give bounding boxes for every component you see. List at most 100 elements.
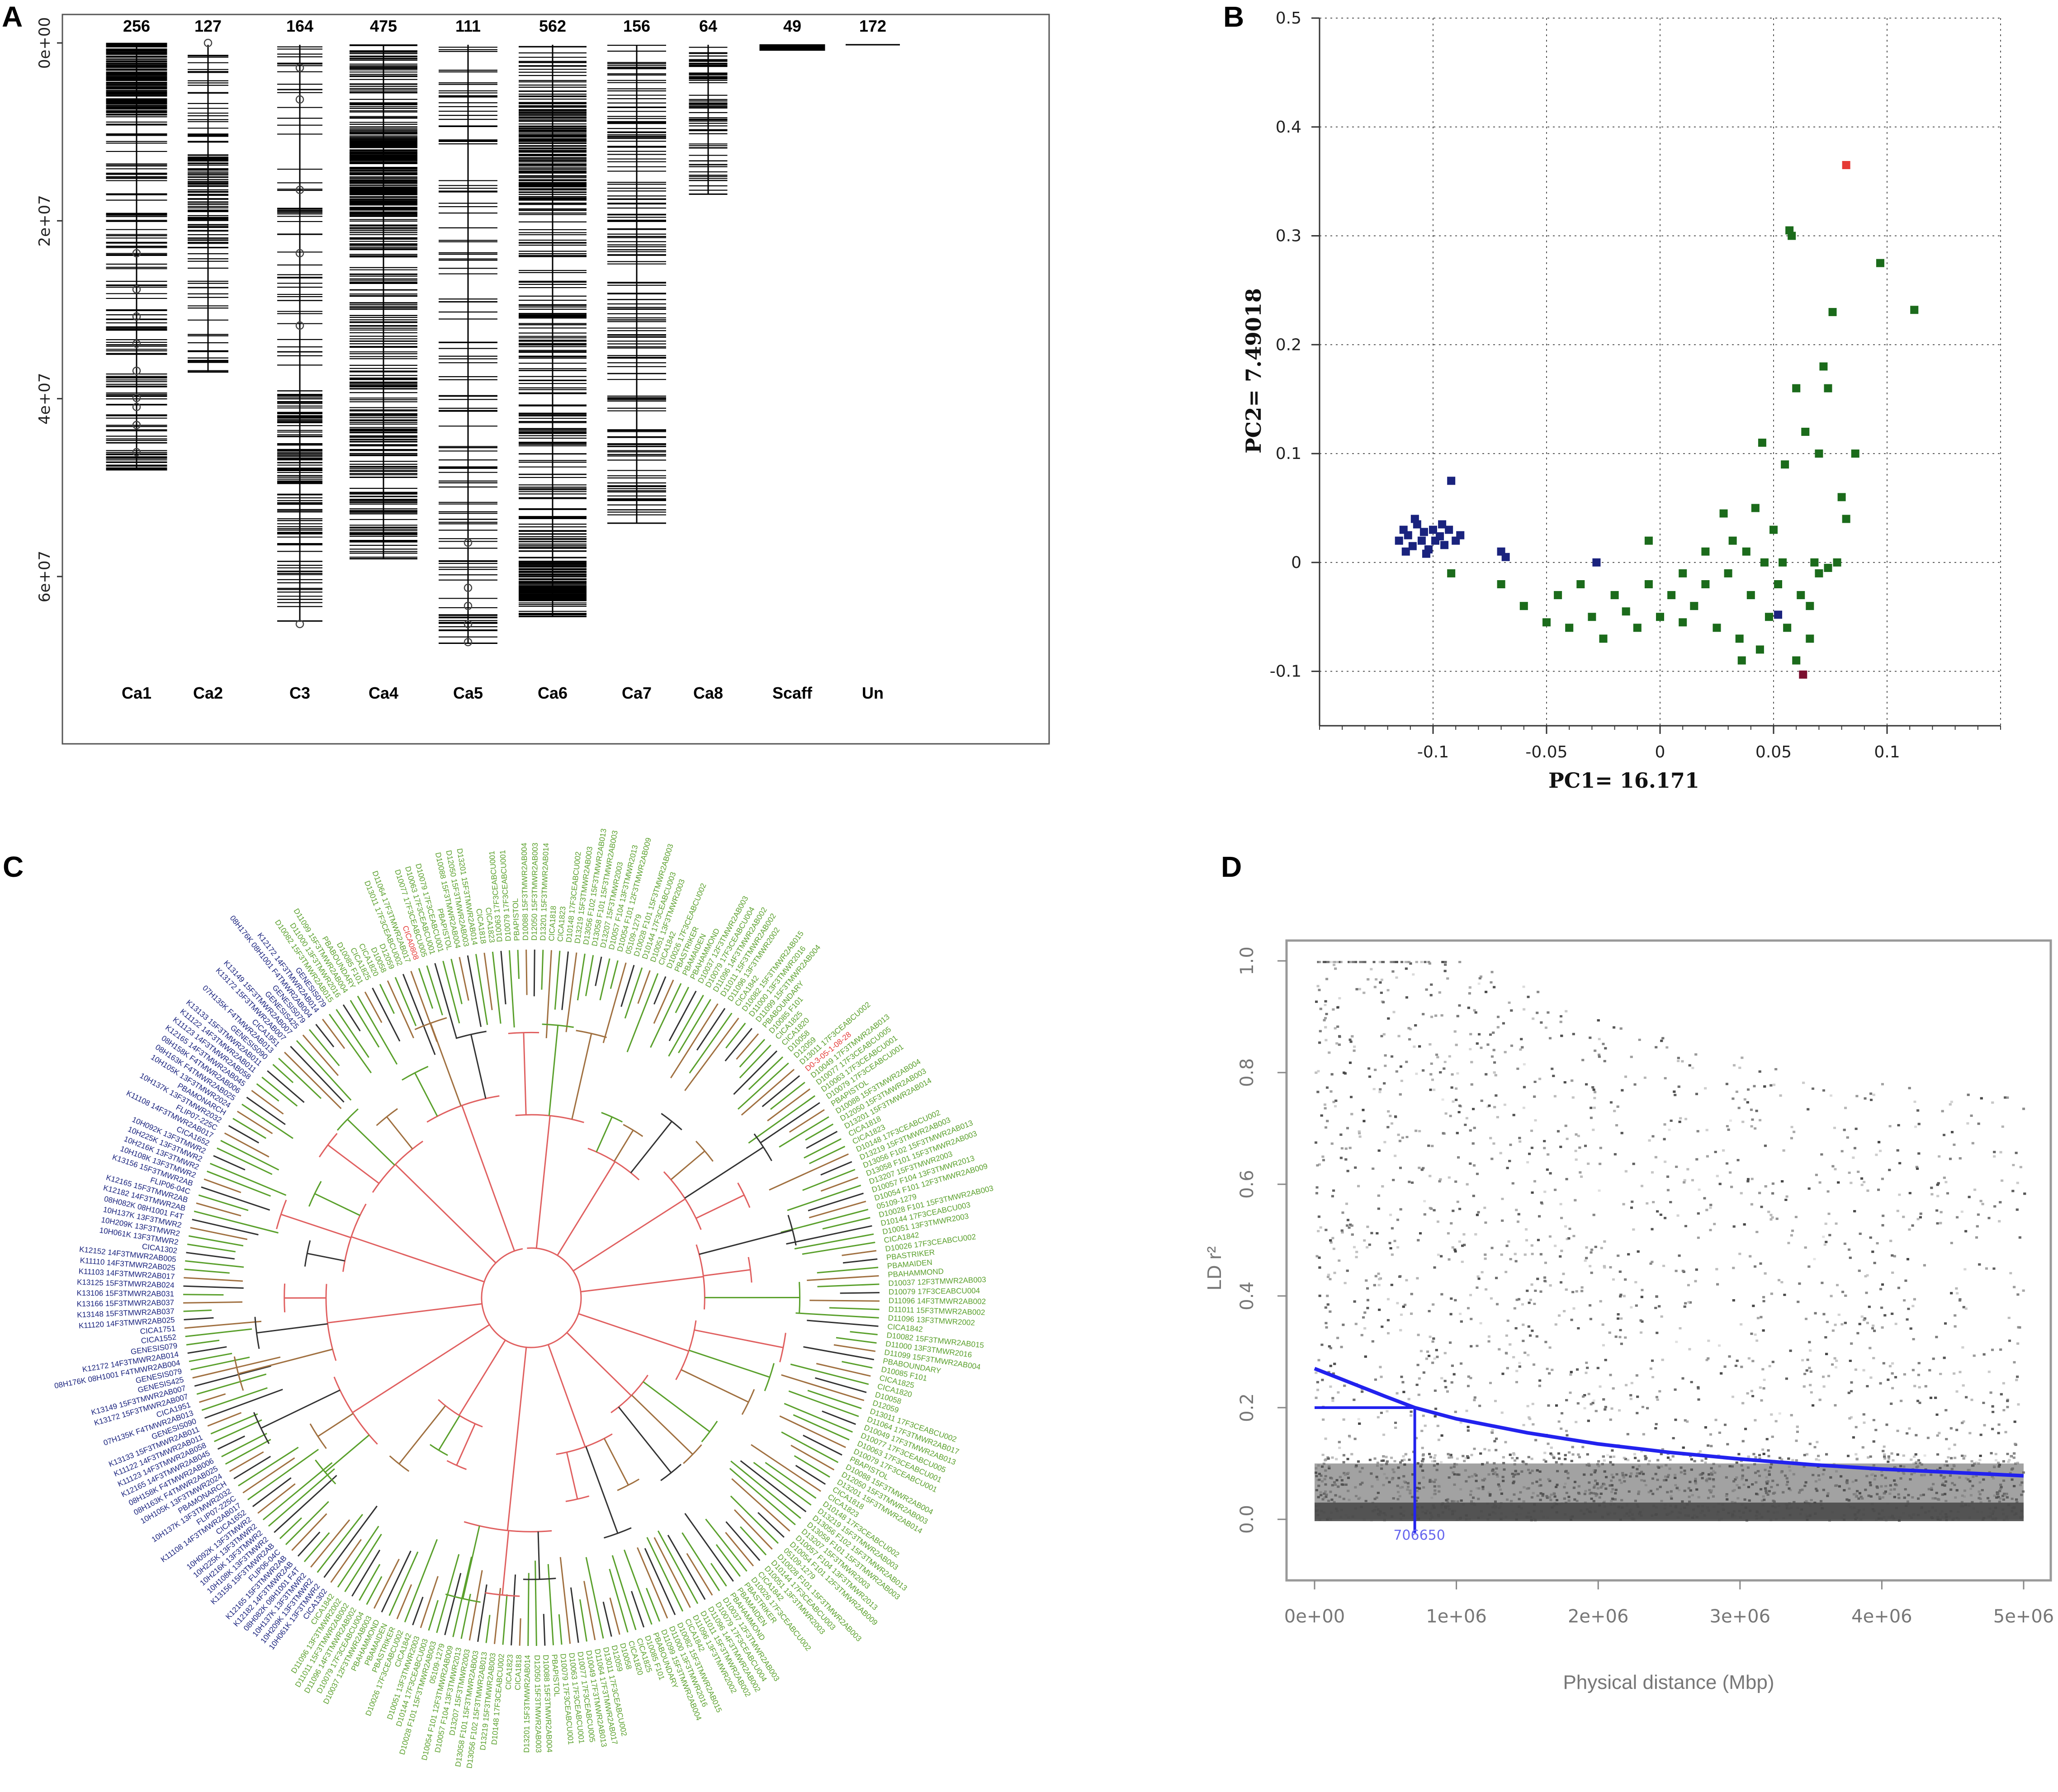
ld-point (1818, 1181, 1821, 1184)
tree-arc (695, 1140, 714, 1162)
outlier-circle (464, 538, 473, 547)
tree-tip-branch (620, 965, 635, 1007)
tree-sub-branch (456, 1423, 476, 1466)
tree-arc (660, 1464, 682, 1481)
tree-tip-branch (404, 1539, 438, 1622)
y-tick-label: 2e+07 (36, 195, 54, 246)
ld-point (1709, 1206, 1712, 1209)
ld-point (1787, 1242, 1790, 1244)
tree-tip-branch (436, 1554, 460, 1633)
ld-point (1325, 1126, 1328, 1129)
tree-tip-branch (730, 1495, 779, 1544)
tree-tip-branch (804, 1138, 842, 1159)
ld-point (1363, 1239, 1366, 1242)
y-tick-label: 0.2 (1276, 336, 1301, 354)
tree-tip-branch (535, 1560, 537, 1646)
ld-point (1522, 1106, 1525, 1109)
marker-count-label: 64 (699, 17, 717, 35)
tree-tip-branch (579, 1599, 587, 1642)
tree-tip-branch (741, 1069, 795, 1116)
chromosome-Scaff: 49 Scaff (759, 17, 825, 702)
scatter-point (1783, 624, 1792, 632)
ld-point (1677, 1059, 1680, 1062)
ld-point (1331, 1456, 1334, 1459)
tree-tip-branch (184, 1320, 262, 1329)
tree-internal-branch (395, 1164, 497, 1264)
ld-point (1469, 1048, 1472, 1050)
ld-point (1618, 1336, 1622, 1338)
ld-point (2002, 1409, 2006, 1412)
ld-point (1456, 1457, 1459, 1460)
tree-tip-branch (359, 1564, 381, 1601)
tree-tip-branch (444, 1573, 462, 1636)
scatter-point (1758, 439, 1766, 447)
tree-tip-branch (517, 950, 520, 979)
ld-point (1668, 1129, 1671, 1131)
tree-tip-branch (547, 1564, 554, 1645)
tree-sub-branch (585, 1446, 619, 1534)
tree-leaf-label: PBAPISTOL (511, 898, 521, 941)
tree-arc (318, 1133, 338, 1158)
tree-tip-branch (794, 1455, 830, 1478)
tree-tip-branch (185, 1260, 244, 1268)
tree-tip-branch (442, 960, 460, 1024)
scatter-point (1824, 384, 1832, 392)
ld-point (1400, 1079, 1403, 1082)
ld-point (1441, 1098, 1444, 1101)
tree-tip-branch (705, 1518, 748, 1572)
ld-point (1422, 1414, 1425, 1417)
tree-tip-branch (237, 1111, 273, 1135)
tree-tip-branch (833, 1344, 876, 1352)
tree-tip-branch (740, 1526, 767, 1556)
ld-point (1768, 1365, 1771, 1367)
scatter-point (1410, 515, 1419, 523)
tree-leaf-label: K13106 15F3TMWR2AB031 (77, 1289, 175, 1298)
tree-leaf-label: CICA1823 (504, 1654, 514, 1690)
ld-point (1523, 1063, 1526, 1066)
ld-point (1620, 1317, 1623, 1320)
ld-point (1423, 1200, 1426, 1202)
ld-point (1473, 1447, 1476, 1450)
ld-point (1448, 1055, 1451, 1058)
ld-point-cloud (1315, 961, 2026, 1522)
ld-point (1960, 1210, 1963, 1213)
marker-count-label: 127 (194, 17, 222, 35)
ld-point (1477, 982, 1481, 985)
tree-tip-branch (323, 1505, 378, 1578)
tree-tip-branch (485, 1615, 491, 1643)
tree-tip-branch (189, 1352, 232, 1362)
chromosome-label: Ca5 (453, 684, 483, 702)
tree-tip-branch (502, 1594, 508, 1645)
tree-leaf-label: D10088 15F3TMWR2AB004 (520, 843, 530, 941)
ld-point (1947, 1456, 1950, 1459)
ld-point (1833, 1126, 1836, 1129)
tree-sub-branch (501, 1530, 510, 1595)
ld-point (1826, 1190, 1830, 1193)
tree-tip-branch (762, 1075, 800, 1107)
tree-tip-branch (806, 1130, 838, 1149)
tree-tip-branch (459, 957, 469, 1001)
tree-tip-branch (221, 1433, 267, 1457)
ld-point (1894, 1323, 1897, 1325)
ld-point (1903, 1299, 1906, 1302)
outlier-circle (295, 619, 304, 629)
ld-point (1332, 1248, 1335, 1250)
tree-tip-branch (310, 1519, 350, 1568)
tree-tip-branch (736, 1033, 759, 1060)
tree-tip-branch (585, 955, 594, 997)
tree-internal-branch (327, 1303, 483, 1324)
ld-point (1785, 1195, 1788, 1198)
outlier-circle (295, 95, 304, 104)
ld-point (1691, 1067, 1694, 1069)
ld-point (1759, 1119, 1762, 1121)
tree-tip-branch (595, 956, 602, 986)
outlier-circle (464, 638, 473, 647)
ld-point (1329, 1278, 1332, 1281)
outlier-circle (464, 619, 473, 629)
series-red (1842, 161, 1850, 170)
tree-tip-branch (807, 1275, 879, 1281)
scatter-point (1769, 525, 1778, 534)
scatter-point (1815, 449, 1823, 458)
tree-tip-branch (760, 1102, 820, 1143)
ld-point (1449, 1115, 1452, 1117)
